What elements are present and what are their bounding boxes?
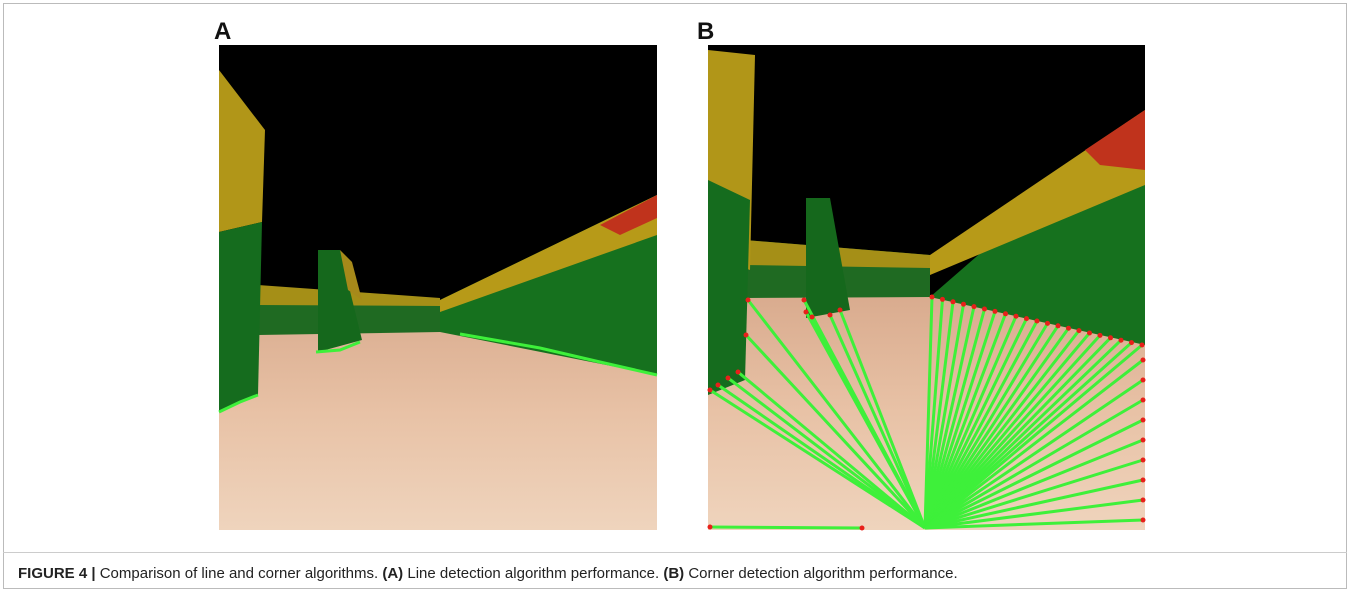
corner-point	[1077, 328, 1082, 333]
part-text: Line detection algorithm performance.	[407, 565, 659, 582]
corner-point	[860, 526, 865, 531]
corner-point	[1119, 338, 1124, 343]
corner-point	[828, 313, 833, 318]
corner-point	[1141, 358, 1146, 363]
corner-point	[1024, 316, 1029, 321]
corner-point	[1108, 335, 1113, 340]
corner-point	[1141, 478, 1146, 483]
figure-label: FIGURE 4 |	[18, 565, 96, 582]
corner-point	[1056, 323, 1061, 328]
caption-title: Comparison of line and corner algorithms…	[100, 565, 378, 582]
corner-point	[1098, 333, 1103, 338]
corner-point	[716, 383, 721, 388]
corner-point	[1141, 518, 1146, 523]
part-label: (B)	[663, 565, 684, 582]
panel-b-image	[708, 45, 1146, 531]
corner-point	[1003, 311, 1008, 316]
corner-point	[1141, 498, 1146, 503]
corner-point	[1140, 343, 1145, 348]
corner-point	[1045, 321, 1050, 326]
corner-point	[1141, 458, 1146, 463]
corner-point	[1141, 398, 1146, 403]
corner-point	[838, 308, 843, 313]
part-label: (A)	[382, 565, 403, 582]
corner-point	[810, 315, 815, 320]
corner-point	[951, 299, 956, 304]
panel-a-image	[219, 45, 657, 530]
corner-point	[746, 298, 751, 303]
corner-point	[982, 307, 987, 312]
corner-point	[1141, 418, 1146, 423]
corner-point	[1141, 438, 1146, 443]
corner-point	[708, 388, 713, 393]
corner-point	[972, 304, 977, 309]
corner-point	[744, 333, 749, 338]
corner-point	[1141, 378, 1146, 383]
corner-point	[1066, 326, 1071, 331]
panel-label: A	[214, 18, 231, 46]
corner-point	[736, 370, 741, 375]
corner-point	[961, 302, 966, 307]
part-text: Corner detection algorithm performance.	[688, 565, 957, 582]
corner-point	[1035, 319, 1040, 324]
figure-images	[0, 0, 1352, 552]
corner-point	[726, 376, 731, 381]
corner-point	[708, 525, 713, 530]
page: A B FIGURE 4 | Comparison of line and co…	[0, 0, 1352, 594]
corner-point	[1087, 331, 1092, 336]
corner-point	[1129, 340, 1134, 345]
caption-rule	[3, 552, 1347, 553]
corner-point	[940, 297, 945, 302]
panel-label: B	[697, 18, 714, 46]
corner-point	[1014, 314, 1019, 319]
corner-point	[930, 295, 935, 300]
corner-point	[993, 309, 998, 314]
caption: FIGURE 4 | Comparison of line and corner…	[18, 565, 958, 582]
corner-point	[804, 310, 809, 315]
corner-point	[802, 298, 807, 303]
